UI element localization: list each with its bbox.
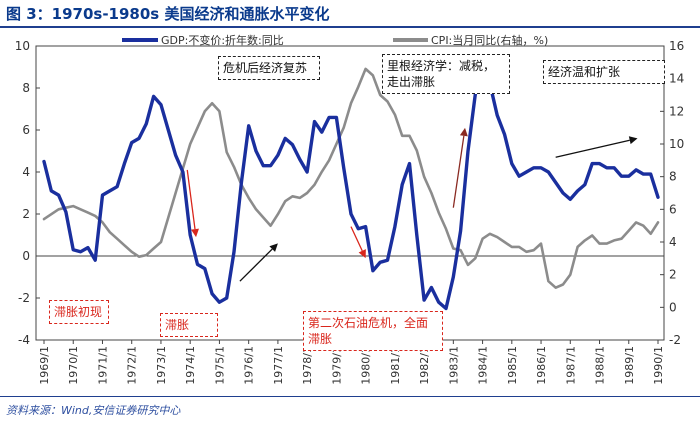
left-tick-label: -2 [18,291,30,305]
x-tick-label: 1969/1 [38,346,51,385]
right-axis-ticks: -2 0 2 4 6 8 10 12 14 16 [660,39,684,347]
x-tick-label: 1981/1 [389,346,402,385]
legend-label-gdp: GDP:不变价:折年数:同比 [161,33,284,47]
right-tick-label: 2 [669,268,677,282]
arrow-oil-crisis-decline-shaft [350,226,363,252]
x-tick-label: 1973/1 [155,346,168,385]
x-tick-label: 1978/1 [301,346,314,385]
annotation-stagflation: 滞胀 [160,313,218,337]
x-tick-label: 1974/1 [184,346,197,385]
plot-border [35,45,665,341]
left-tick-label: 2 [22,207,30,221]
gdp-line [42,73,660,311]
left-axis-ticks: -4 -2 0 2 4 6 8 10 [15,39,40,347]
left-tick-label: -4 [18,333,30,347]
arrow-moderate-expansion-shaft [555,139,630,158]
x-tick-label: 1977/1 [272,346,285,385]
right-tick-label: 14 [669,72,684,86]
bottom-rule [0,396,700,397]
right-tick-label: -2 [669,333,681,347]
left-tick-label: 0 [22,249,30,263]
x-tick-label: 1986/1 [535,346,548,385]
right-tick-label: 8 [669,170,677,184]
right-tick-label: 0 [669,300,677,314]
x-tick-label: 1972/1 [126,346,139,385]
arrow-stagflation-decline-shaft [186,169,196,230]
x-tick-label: 1976/1 [243,346,256,385]
right-tick-label: 12 [669,104,684,118]
x-tick-label: 1987/1 [564,346,577,385]
x-tick-label: 1985/1 [506,346,519,385]
x-tick-label: 1988/1 [594,346,607,385]
right-tick-label: 6 [669,202,677,216]
arrow-oil-crisis-decline-head [358,249,366,259]
x-axis-ticks: 1969/1 1970/1 1971/1 1972/1 1973/1 1974/1 1975… [38,340,665,385]
annotation-moderate-expansion: 经济温和扩张 [543,60,665,84]
right-tick-label: 10 [669,137,684,151]
legend-label-cpi: CPI:当月同比(右轴，%) [431,33,548,47]
right-tick-label: 4 [669,235,677,249]
arrow-post-crisis-recovery-head [269,243,278,252]
arrow-reagan-recovery-shaft [452,135,465,208]
x-tick-label: 1990/1 [652,346,665,385]
series-lines [42,67,660,311]
arrow-moderate-expansion-head [628,136,638,145]
plot-frame [35,45,665,341]
legend: GDP:不变价:折年数:同比 CPI:当月同比(右轴，%) [122,33,548,47]
arrow-stagflation-decline-head [191,228,199,238]
right-tick-label: 16 [669,39,684,53]
x-tick-label: 1984/1 [477,346,490,385]
annotation-recovery: 危机后经济复苏 [218,56,320,80]
left-tick-label: 4 [22,165,30,179]
arrow-post-crisis-recovery-shaft [239,248,273,282]
title-rule [0,26,700,28]
x-tick-label: 1983/1 [447,346,460,385]
x-tick-label: 1989/1 [623,346,636,385]
left-tick-label: 10 [15,39,30,53]
x-tick-label: 1975/1 [213,346,226,385]
arrow-reagan-recovery-head [459,127,468,137]
chart-title: 图 3：1970s-1980s 美国经济和通胀水平变化 [6,5,330,23]
x-tick-label: 1980/1 [360,346,373,385]
source-note: 资料来源：Wind,安信证券研究中心 [6,404,181,417]
cpi-line [42,67,660,289]
x-tick-label: 1979/1 [330,346,343,385]
trend-arrows [186,127,638,282]
x-tick-label: 1970/1 [67,346,80,385]
annotation-reaganomics: 里根经济学：减税，走出滞胀 [382,54,510,94]
x-tick-label: 1982/1 [418,346,431,385]
left-tick-label: 6 [22,123,30,137]
left-tick-label: 8 [22,81,30,95]
annotation-stagflation-emerges: 滞胀初现 [49,300,109,324]
annotation-second-oil-crisis: 第二次石油危机，全面滞胀 [303,311,443,351]
x-tick-label: 1971/1 [96,346,109,385]
